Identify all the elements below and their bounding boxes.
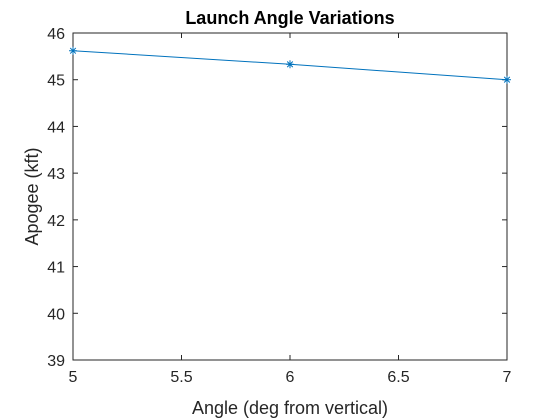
y-tick-label: 42 (47, 213, 65, 230)
y-axis-title: Apogee (kft) (22, 147, 42, 245)
x-tick-label: 5.5 (170, 369, 192, 386)
x-axis-title: Angle (deg from vertical) (192, 398, 388, 418)
x-tick-label: 7 (503, 369, 512, 386)
y-tick-label: 39 (47, 353, 65, 370)
x-tick-label: 6 (286, 369, 295, 386)
data-point-marker (69, 46, 77, 55)
x-tick-label: 6.5 (387, 369, 409, 386)
y-tick-label: 45 (47, 73, 65, 90)
data-point-marker (286, 60, 294, 69)
data-point-marker (503, 75, 511, 84)
y-tick-label: 44 (47, 119, 65, 136)
y-tick-label: 43 (47, 166, 65, 183)
y-tick-label: 46 (47, 26, 65, 43)
y-tick-label: 41 (47, 260, 65, 277)
plot-frame (72, 32, 508, 361)
x-tick-label: 5 (69, 369, 78, 386)
y-tick-label: 40 (47, 306, 65, 323)
chart-title: Launch Angle Variations (185, 8, 394, 28)
